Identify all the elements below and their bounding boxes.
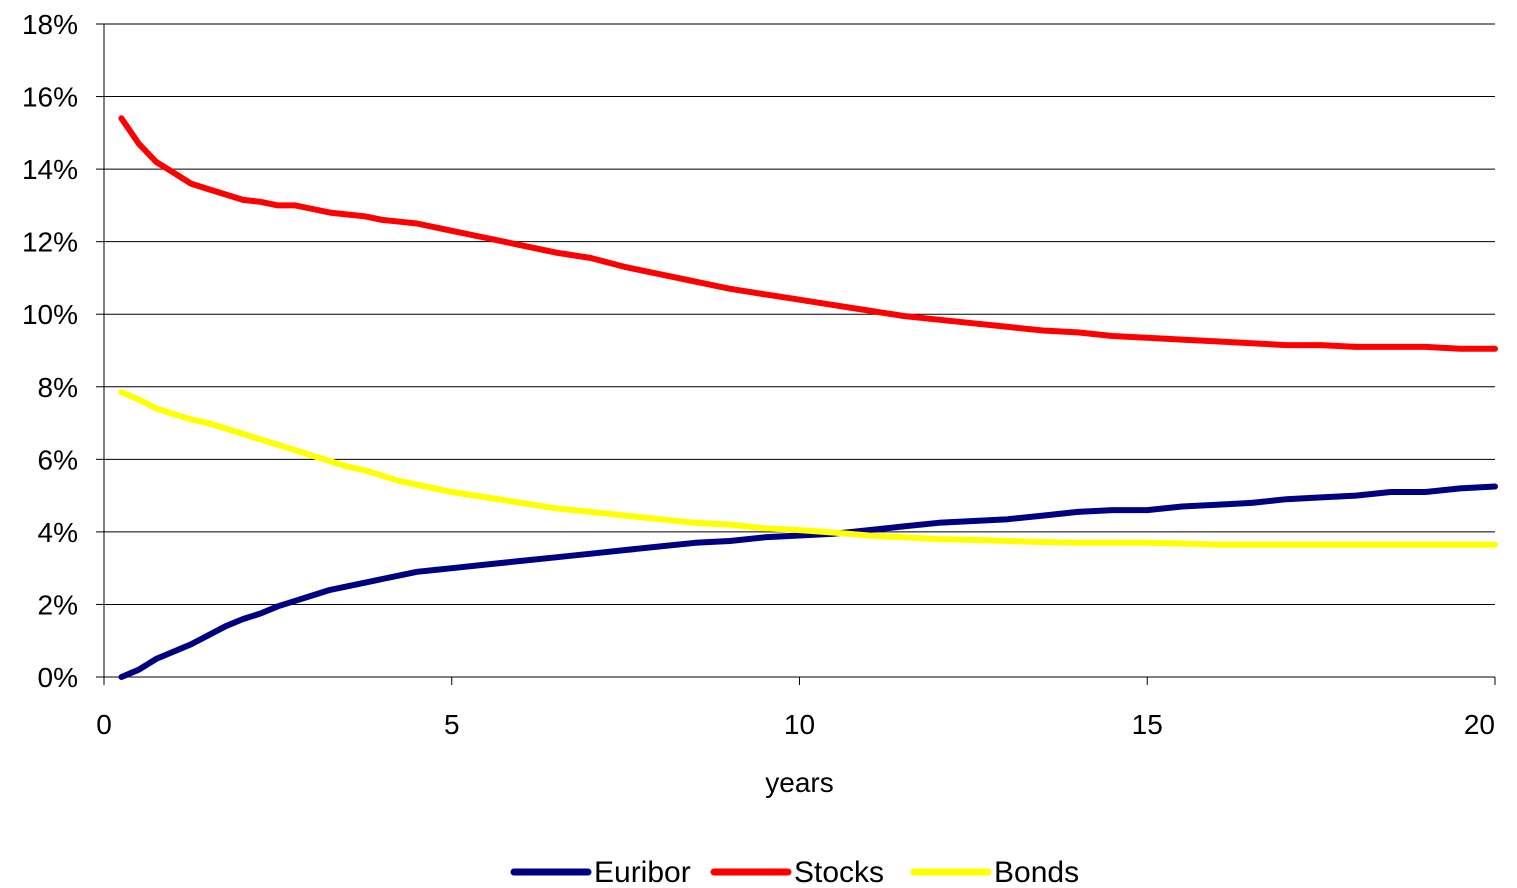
y-axis-ticks: 0% 2% 4% 6% 8% 10% 12% 14% 16% 18% [22,9,104,693]
y-tick-label: 6% [38,444,78,475]
gridlines [104,23,1495,605]
x-tick-label: 0 [96,709,112,740]
legend-label-bonds: Bonds [994,856,1079,888]
x-axis-ticks: 0 5 10 15 20 [96,677,1496,740]
series-line-stocks [118,115,1498,352]
y-tick-label: 2% [38,589,78,620]
y-tick-label: 4% [38,517,78,548]
series-line-euribor [118,483,1498,680]
x-tick-label: 10 [784,709,815,740]
x-tick-label: 15 [1132,709,1163,740]
x-axis-title: years [765,767,833,798]
series-lines [118,115,1498,680]
legend-label-euribor: Euribor [594,856,691,888]
y-tick-label: 18% [22,9,78,40]
legend-label-stocks: Stocks [794,856,884,888]
series-line-bonds [118,389,1498,548]
y-tick-label: 14% [22,154,78,185]
y-tick-label: 0% [38,662,78,693]
legend: Euribor Stocks Bonds [510,856,1079,888]
x-tick-label: 20 [1464,709,1495,740]
axes [103,24,1495,678]
y-tick-label: 8% [38,372,78,403]
y-tick-label: 12% [22,227,78,258]
x-tick-label: 5 [444,709,460,740]
y-tick-label: 16% [22,82,78,113]
y-tick-label: 10% [22,299,78,330]
